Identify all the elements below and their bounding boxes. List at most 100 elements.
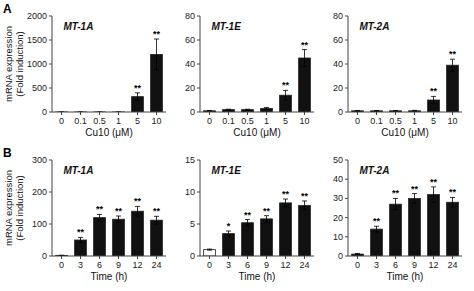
y-tick-label: 80 <box>185 11 195 21</box>
significance-label: ** <box>411 184 419 194</box>
error-bar <box>431 96 436 103</box>
x-tick-label: 3 <box>78 260 83 270</box>
bar <box>447 202 459 256</box>
error-bar <box>245 220 250 226</box>
x-axis <box>200 112 314 113</box>
panel: 02040608000.10.51510Cu10 (μM)MT-1E**** <box>185 11 314 138</box>
y-tick-label: 2000 <box>27 11 47 21</box>
error-bar <box>135 93 140 101</box>
x-tick <box>414 256 415 259</box>
x-tick-label: 3 <box>374 260 379 270</box>
x-tick-label: 5 <box>283 116 288 126</box>
significance-label: * <box>227 221 231 231</box>
y-axis <box>52 160 53 256</box>
x-tick <box>376 112 377 115</box>
error-bar <box>264 107 269 109</box>
bar <box>371 229 383 256</box>
y-tick-label: 0 <box>190 107 195 117</box>
y-tick-label: 20 <box>333 83 343 93</box>
x-tick-label: 5 <box>431 116 436 126</box>
bar <box>94 218 106 256</box>
bar <box>428 195 440 256</box>
y-tick-label: 40 <box>333 59 343 69</box>
x-tick <box>357 112 358 115</box>
x-tick <box>357 256 358 259</box>
x-tick <box>118 112 119 115</box>
x-label: Time (h) <box>239 271 276 282</box>
panel-title: MT-1E <box>211 21 241 32</box>
significance-label: ** <box>373 216 381 226</box>
x-tick <box>228 256 229 259</box>
y-axis <box>348 160 349 256</box>
x-tick <box>209 256 210 259</box>
panel: 010020030003691224Time (h)mRNA expressio… <box>3 146 167 282</box>
x-tick-label: 12 <box>280 260 290 270</box>
y-tick-label: 20 <box>333 213 343 223</box>
error-bar <box>97 214 102 220</box>
significance-label: ** <box>134 83 142 93</box>
y-axis <box>200 160 201 256</box>
significance-label: ** <box>449 49 457 59</box>
x-tick <box>433 256 434 259</box>
x-tick <box>395 256 396 259</box>
y-tick-label: 40 <box>185 59 195 69</box>
x-tick <box>118 256 119 259</box>
x-tick-label: 12 <box>132 260 142 270</box>
panel-title: MT-2A <box>359 165 389 176</box>
x-tick-label: 9 <box>116 260 121 270</box>
x-tick <box>137 256 138 259</box>
x-tick-label: 6 <box>245 260 250 270</box>
x-tick-label: 0 <box>207 260 212 270</box>
x-tick <box>99 112 100 115</box>
y-label-line: (Fold induction) <box>14 175 25 240</box>
x-tick <box>304 256 305 259</box>
panel-title: MT-1A <box>63 21 93 32</box>
x-tick <box>266 112 267 115</box>
x-tick-label: 0.5 <box>93 116 106 126</box>
y-tick-label: 20 <box>185 83 195 93</box>
x-tick-label: 1 <box>412 116 417 126</box>
error-bar <box>78 237 83 242</box>
y-tick-label: 10 <box>333 232 343 242</box>
x-tick <box>266 256 267 259</box>
x-tick-label: 0 <box>207 116 212 126</box>
y-tick-label: 300 <box>32 155 47 165</box>
x-tick <box>156 256 157 259</box>
bar <box>447 65 459 112</box>
error-bar <box>450 59 455 71</box>
x-tick <box>285 256 286 259</box>
bars <box>56 206 163 256</box>
y-tick-label: 500 <box>32 83 47 93</box>
significance-label: ** <box>430 177 438 187</box>
significance-label: ** <box>134 196 142 206</box>
x-axis <box>348 112 462 113</box>
x-tick-label: 10 <box>447 116 457 126</box>
significance-label: ** <box>282 189 290 199</box>
error-bar <box>355 110 360 111</box>
y-axis <box>52 16 53 112</box>
bar <box>280 203 292 256</box>
x-tick <box>285 112 286 115</box>
x-label: Cu10 (μM) <box>233 127 280 138</box>
x-tick-label: 3 <box>226 260 231 270</box>
x-tick-label: 0.1 <box>370 116 383 126</box>
x-tick-label: 1 <box>116 116 121 126</box>
x-tick-label: 0 <box>59 260 64 270</box>
y-label: mRNA expression(Fold induction) <box>3 26 25 102</box>
x-tick-label: 0.1 <box>74 116 87 126</box>
error-bar <box>393 110 398 111</box>
significance-label: ** <box>244 210 252 220</box>
error-bar <box>412 194 417 204</box>
bar <box>390 204 402 256</box>
significance-label: ** <box>263 206 271 216</box>
error-bar <box>393 198 398 210</box>
x-tick-label: 5 <box>135 116 140 126</box>
error-bar <box>154 39 159 70</box>
y-axis <box>200 16 201 112</box>
significance-label: ** <box>301 191 309 201</box>
x-tick-label: 12 <box>428 260 438 270</box>
significance-label: ** <box>392 188 400 198</box>
significance-label: ** <box>153 29 161 39</box>
bars <box>352 187 459 256</box>
y-tick-label: 0 <box>42 251 47 261</box>
